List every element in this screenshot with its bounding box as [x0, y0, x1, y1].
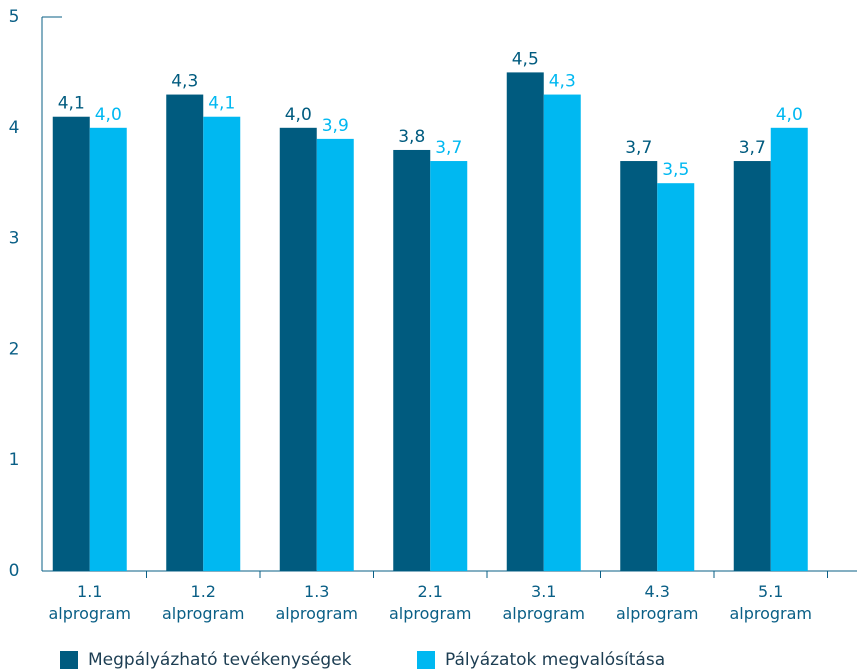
x-tick-label: 1.3 alprogram	[275, 582, 359, 623]
x-tick-label: 4.3 alprogram	[615, 582, 699, 623]
bar	[89, 127, 127, 572]
x-tick-label: 3.1 alprogram	[502, 582, 586, 623]
value-label: 4,0	[95, 105, 122, 125]
x-tick-label: 1.2 alprogram	[161, 582, 245, 623]
bar	[430, 161, 468, 572]
value-label: 4,1	[208, 94, 235, 114]
value-label: 3,5	[662, 160, 689, 180]
value-label: 3,7	[739, 138, 766, 158]
legend-swatch	[417, 651, 435, 669]
y-tick-label: 4	[9, 118, 20, 138]
value-label: 4,1	[58, 94, 85, 114]
x-tick-label: 1.1 alprogram	[48, 582, 132, 623]
value-label: 3,7	[435, 138, 462, 158]
bar	[393, 149, 431, 571]
x-tick-label: 5.1 alprogram	[729, 582, 813, 623]
value-label: 3,9	[322, 116, 349, 136]
y-tick-label: 5	[9, 7, 20, 27]
bar	[733, 161, 771, 572]
legend-item: Megpályázható tevékenységek	[60, 650, 352, 670]
legend-swatch	[60, 651, 78, 669]
value-label: 4,3	[171, 72, 198, 92]
bar	[770, 127, 808, 572]
y-tick-label: 0	[9, 561, 20, 581]
value-label: 4,3	[549, 72, 576, 92]
bar	[620, 161, 658, 572]
legend-label: Megpályázható tevékenységek	[88, 650, 352, 670]
bar	[657, 183, 695, 571]
value-label: 4,0	[285, 105, 312, 125]
bar	[203, 116, 241, 571]
legend-item: Pályázatok megvalósítása	[417, 650, 665, 670]
y-tick-label: 1	[9, 450, 20, 470]
bar	[52, 116, 90, 571]
y-tick-label: 3	[9, 229, 20, 249]
legend-label: Pályázatok megvalósítása	[445, 650, 666, 670]
bar	[543, 94, 581, 571]
bar	[316, 138, 354, 571]
bar	[279, 127, 317, 572]
value-label: 4,0	[776, 105, 803, 125]
value-label: 3,8	[398, 127, 425, 147]
bar	[166, 94, 204, 571]
value-label: 3,7	[625, 138, 652, 158]
y-tick-label: 2	[9, 339, 20, 359]
bar	[506, 72, 544, 572]
value-label: 4,5	[512, 49, 539, 69]
x-tick-label: 2.1 alprogram	[388, 582, 472, 623]
